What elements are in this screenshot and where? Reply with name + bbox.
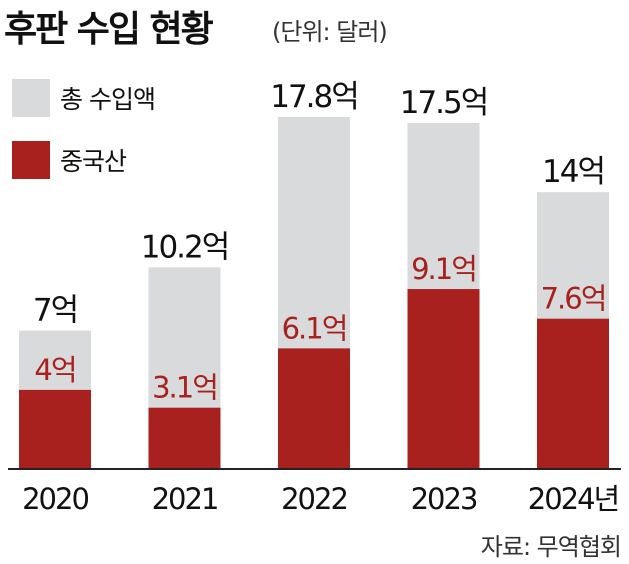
- bar-china-4: [537, 318, 609, 469]
- x-tick-label-4: 2024년: [528, 482, 618, 516]
- legend-swatch-china: [12, 141, 50, 179]
- bar-china-3: [407, 289, 480, 469]
- legend-swatch-total: [12, 79, 50, 117]
- label-china-2: 6.1억: [282, 311, 347, 345]
- label-china-4: 7.6억: [541, 282, 606, 316]
- label-total-0: 7억: [33, 293, 77, 329]
- x-tick-label-0: 2020: [22, 482, 88, 516]
- label-china-1: 3.1억: [152, 371, 217, 405]
- x-tick-label-3: 2023: [411, 482, 477, 516]
- label-china-0: 4억: [34, 353, 75, 387]
- legend-item-total: 총 수입액: [12, 78, 156, 118]
- x-tick-label-1: 2021: [152, 482, 218, 516]
- chart-title: 후판 수입 현황: [4, 9, 214, 50]
- bar-china-2: [278, 348, 350, 469]
- legend-label-china: 중국산: [60, 147, 127, 176]
- source-note: 자료: 무역협회: [480, 533, 622, 561]
- label-total-1: 10.2억: [141, 229, 229, 265]
- unit-label: (단위: 달러): [272, 18, 388, 46]
- label-total-4: 14억: [542, 154, 604, 190]
- bar-china-0: [19, 389, 91, 469]
- legend-label-total: 총 수입액: [60, 85, 156, 114]
- x-tick-label-2: 2022: [281, 482, 347, 516]
- legend-item-china: 중국산: [12, 140, 127, 180]
- label-total-2: 17.8억: [270, 79, 358, 115]
- label-china-3: 9.1억: [411, 252, 476, 286]
- bar-china-1: [148, 407, 221, 469]
- label-total-3: 17.5억: [400, 85, 488, 121]
